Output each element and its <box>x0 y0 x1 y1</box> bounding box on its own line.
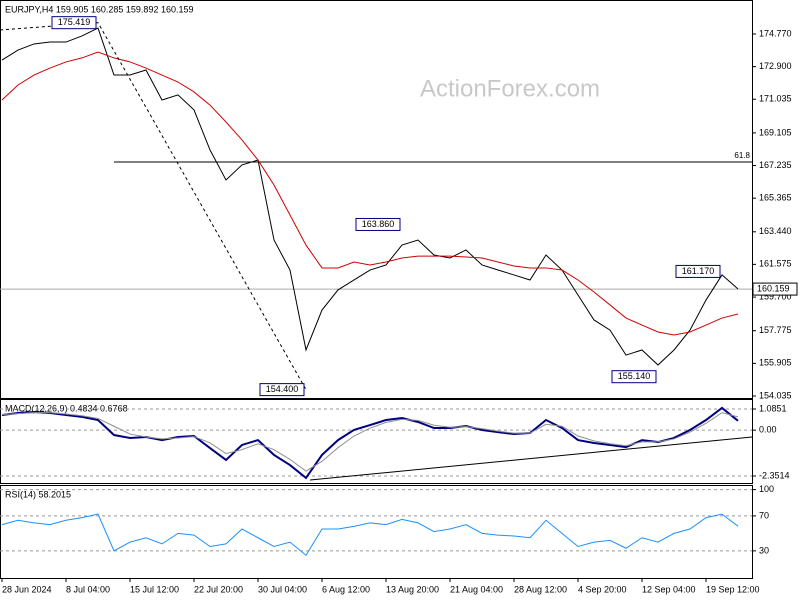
series-line <box>1 513 739 557</box>
y-tick-label: 155.905 <box>759 358 792 368</box>
panel-frame <box>0 485 753 579</box>
annotation-label: 161.170 <box>682 266 715 276</box>
y-tick-label: 100 <box>759 484 774 494</box>
y-tick-label: 30 <box>759 545 769 555</box>
macd-trend-line <box>309 436 753 481</box>
series-line <box>1 412 739 472</box>
panel-frame <box>0 399 753 484</box>
annotation-box <box>675 264 721 278</box>
y-tick-label: 174.770 <box>759 28 792 38</box>
x-tick-label: 13 Aug 20:00 <box>386 584 439 594</box>
y-tick-label: 163.440 <box>759 226 792 236</box>
panel-title: MACD(12,26,9) 0.4834 0.6768 <box>5 403 128 413</box>
y-tick-label: 167.235 <box>759 160 792 170</box>
watermark: ActionForex.com <box>420 75 600 102</box>
y-tick-label: 0.00 <box>759 425 777 435</box>
annotation-label: 154.400 <box>266 384 299 394</box>
annotation-label: 163.860 <box>362 219 395 229</box>
trend-line <box>0 22 307 390</box>
x-tick-label: 19 Sep 12:00 <box>706 584 760 594</box>
series-line <box>1 51 739 336</box>
panel-title: RSI(14) 58.2015 <box>5 489 71 499</box>
x-tick-label: 6 Aug 12:00 <box>322 584 370 594</box>
x-tick-label: 22 Jul 20:00 <box>194 584 243 594</box>
y-tick-label: 161.575 <box>759 259 792 269</box>
y-tick-label: 70 <box>759 510 769 520</box>
x-tick-label: 15 Jul 12:00 <box>130 584 179 594</box>
y-tick-label: -2.3514 <box>759 470 790 480</box>
annotation-box <box>259 383 305 397</box>
y-tick-label: 1.0851 <box>759 403 787 413</box>
x-tick-label: 21 Aug 04:00 <box>450 584 503 594</box>
x-tick-label: 8 Jul 04:00 <box>66 584 110 594</box>
annotation-box <box>51 16 97 30</box>
x-tick-label: 12 Sep 04:00 <box>642 584 696 594</box>
y-tick-label: 172.900 <box>759 61 792 71</box>
y-tick-label: 165.365 <box>759 193 792 203</box>
annotation-box <box>611 370 657 384</box>
last-price-box <box>752 282 798 296</box>
y-tick-label: 157.775 <box>759 325 792 335</box>
x-tick-label: 28 Aug 12:00 <box>514 584 567 594</box>
y-tick-label: 171.035 <box>759 94 792 104</box>
panel-frame <box>0 0 753 399</box>
y-tick-label: 154.035 <box>759 390 792 400</box>
annotation-label: 155.140 <box>618 371 651 381</box>
x-tick-label: 4 Sep 20:00 <box>578 584 627 594</box>
last-price-label: 160.159 <box>757 283 790 293</box>
y-tick-label: 169.105 <box>759 127 792 137</box>
y-tick-label: 159.700 <box>759 291 792 301</box>
x-tick-label: 30 Jul 04:00 <box>258 584 307 594</box>
annotation-box <box>355 217 401 231</box>
panel-title: EURJPY,H4 159.905 160.285 159.892 160.15… <box>5 4 194 14</box>
annotation-label: 175.419 <box>58 17 91 27</box>
series-line <box>1 27 739 366</box>
fib-label: 61.8 <box>734 151 750 160</box>
x-tick-label: 28 Jun 2024 <box>2 584 52 594</box>
series-line <box>1 406 739 480</box>
